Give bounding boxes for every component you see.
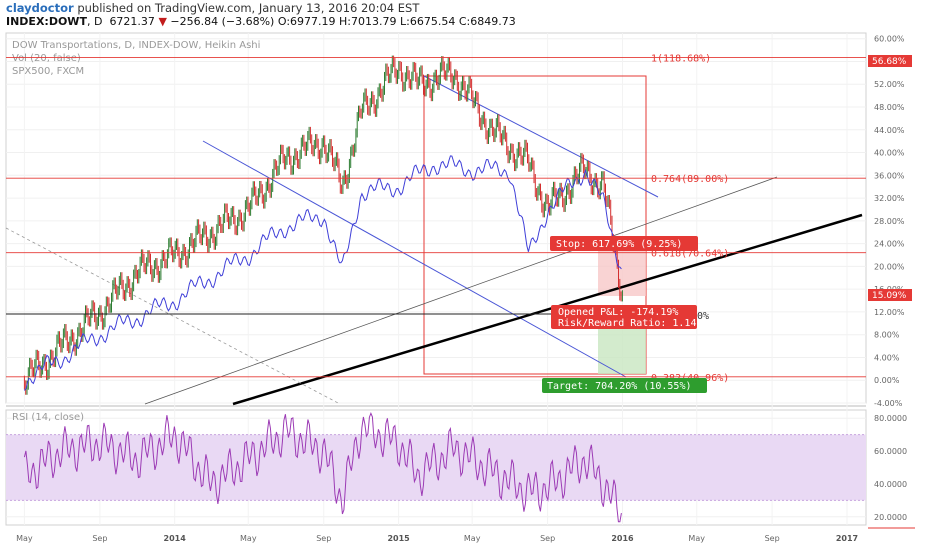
stop-zone[interactable] xyxy=(598,246,646,296)
stop-label-bg xyxy=(550,236,698,251)
ohlc-high: H:7013.79 xyxy=(339,15,397,28)
risk-reward-label: Risk/Reward Ratio: 1.14 xyxy=(558,318,696,329)
y-tick-label: 24.00% xyxy=(874,240,905,249)
y-tick-label: 60.00% xyxy=(874,35,905,44)
publish-text: published on TradingView.com, January 13… xyxy=(77,1,420,15)
dashed-trendline[interactable] xyxy=(5,227,341,405)
thick-trendline[interactable] xyxy=(232,213,863,406)
rsi-legend: RSI (14, close) xyxy=(12,412,84,423)
x-tick-label: Sep xyxy=(765,534,780,543)
candle-series xyxy=(23,55,623,395)
partial-fib-label: 0% xyxy=(697,311,709,322)
fib-level-label: 0.618(70.64%) xyxy=(651,249,729,260)
x-tick-label: Sep xyxy=(316,534,331,543)
upper-channel-line[interactable] xyxy=(423,75,659,198)
price-change: −256.84 (−3.68%) xyxy=(170,15,275,28)
tag-bg-high xyxy=(868,55,912,67)
legend-line2: Vol (20, false) xyxy=(12,53,81,64)
rsi-y-tick-label: 60.0000 xyxy=(874,447,907,456)
x-tick-label: May xyxy=(16,534,33,543)
y-tick-label: 48.00% xyxy=(874,103,905,112)
tag-bg-last xyxy=(868,289,912,301)
ohlc-close: C:6849.73 xyxy=(458,15,516,28)
y-tick-label: 4.00% xyxy=(874,353,900,362)
ohlc-open: O:6977.19 xyxy=(277,15,336,28)
x-tick-label: Sep xyxy=(540,534,555,543)
publish-info: claydoctor published on TradingView.com,… xyxy=(6,1,419,15)
last-value-tag-last: 15.09% xyxy=(872,291,907,301)
rsi-y-tick-label: 20.0000 xyxy=(874,513,907,522)
pnl-label-bg xyxy=(551,305,697,329)
y-tick-label: 0.00% xyxy=(874,376,900,385)
pnl-label: Opened P&L: -174.19% xyxy=(558,307,678,318)
x-tick-label: May xyxy=(464,534,481,543)
y-tick-label: 52.00% xyxy=(874,80,905,89)
rsi-line xyxy=(23,411,622,523)
ohlc-low: L:6675.54 xyxy=(400,15,456,28)
legend-line3: SPX500, FXCM xyxy=(12,66,84,77)
y-axis: 60.00%56.00%52.00%48.00%44.00%40.00%36.0… xyxy=(874,35,907,522)
thin-trendline[interactable] xyxy=(144,176,778,405)
x-tick-label: 2014 xyxy=(164,534,187,543)
target-label-bg xyxy=(542,378,707,393)
rsi-y-tick-label: 80.0000 xyxy=(874,414,907,423)
last-price: 6721.37 xyxy=(109,15,155,28)
legend-line1: DOW Transportations, D, INDEX-DOW, Heiki… xyxy=(12,40,260,51)
x-tick-label: May xyxy=(688,534,705,543)
lower-channel-line[interactable] xyxy=(202,140,627,378)
symbol-name: INDEX:DOWT xyxy=(6,15,87,28)
symbol-header: INDEX:DOWT, D 6721.37 ▼ −256.84 (−3.68%)… xyxy=(6,15,516,28)
last-value-tag-high: 56.68% xyxy=(872,57,907,67)
stop-label: Stop: 617.69% (9.25%) xyxy=(556,239,682,250)
y-tick-label: 40.00% xyxy=(874,149,905,158)
rsi-y-tick-label: 40.0000 xyxy=(874,480,907,489)
interval: D xyxy=(93,15,103,28)
y-tick-label: 20.00% xyxy=(874,262,905,271)
y-tick-label: 28.00% xyxy=(874,217,905,226)
change-arrow-icon: ▼ xyxy=(158,15,167,28)
x-axis: May Sep 2014 May Sep 2015 May Sep 2016 May Sep 2017 xyxy=(16,534,858,543)
y-tick-label: -4.00% xyxy=(874,399,903,408)
y-tick-label: 32.00% xyxy=(874,194,905,203)
y-tick-label: 12.00% xyxy=(874,308,905,317)
author-username[interactable]: claydoctor xyxy=(6,1,74,15)
target-label: Target: 704.20% (10.55%) xyxy=(547,381,692,392)
y-tick-label: 8.00% xyxy=(874,331,900,340)
x-tick-label: 2015 xyxy=(387,534,410,543)
x-tick-label: 2017 xyxy=(836,534,858,543)
fib-level-label: 1(118.68%) xyxy=(651,54,711,65)
x-tick-label: Sep xyxy=(92,534,107,543)
fib-level-label: 0.764(89.00%) xyxy=(651,174,729,185)
x-tick-label: May xyxy=(240,534,257,543)
main-pane-border xyxy=(5,32,867,404)
y-tick-label: 36.00% xyxy=(874,171,905,180)
y-tick-label: 44.00% xyxy=(874,126,905,135)
x-tick-label: 2016 xyxy=(611,534,634,543)
spx500-line xyxy=(24,155,622,391)
fib-retracement-box[interactable] xyxy=(423,75,647,375)
